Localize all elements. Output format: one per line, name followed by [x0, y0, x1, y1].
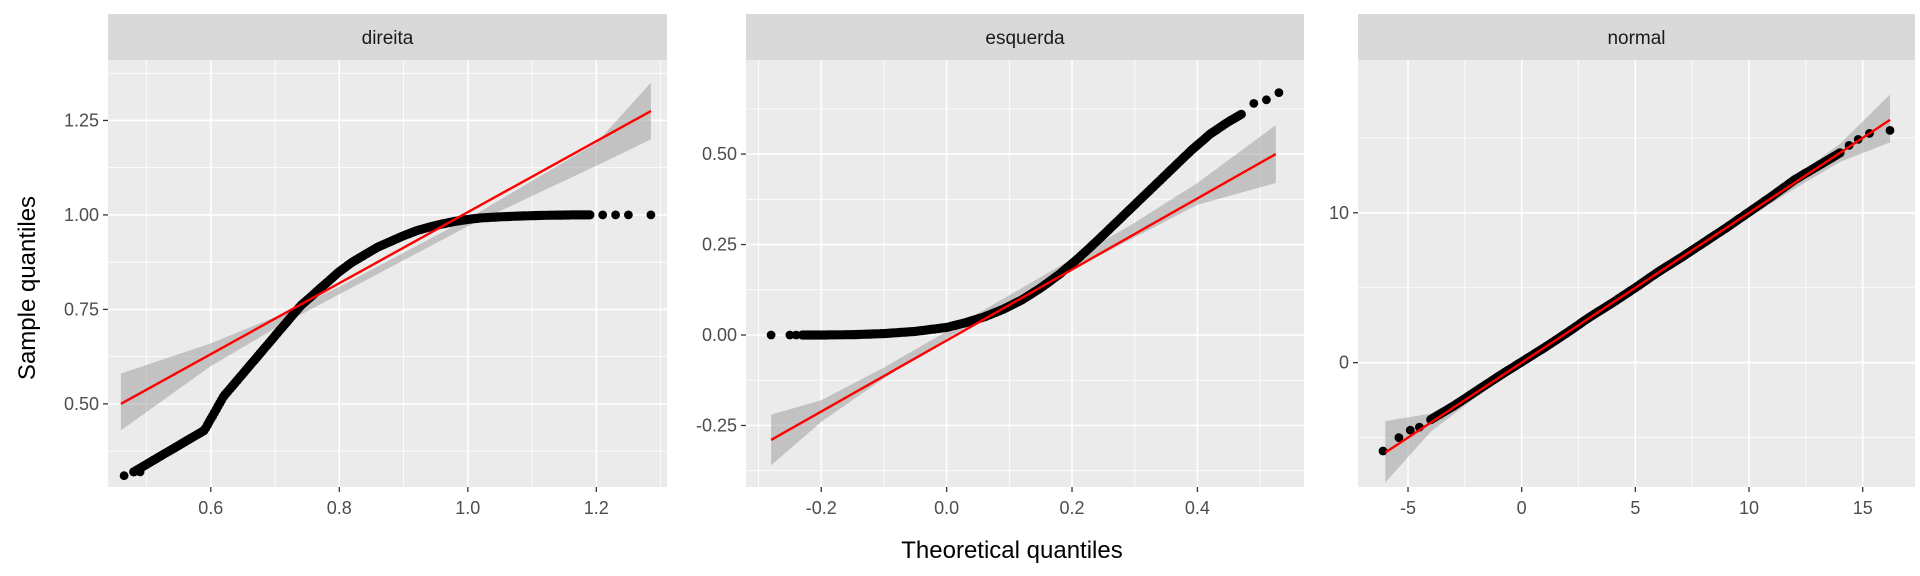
sample-point: [611, 210, 620, 220]
y-tick-label: 0.50: [64, 394, 99, 414]
sample-point: [1885, 125, 1895, 135]
sample-point: [1378, 446, 1388, 456]
y-tick-label: 0.75: [64, 299, 99, 319]
sample-point: [766, 330, 776, 340]
sample-point: [1394, 433, 1404, 442]
x-tick-label: 15: [1853, 498, 1873, 518]
sample-point: [148, 456, 158, 465]
y-tick-label: 0.50: [702, 144, 737, 164]
sample-point: [791, 330, 801, 340]
facet-strip: [746, 14, 1304, 60]
sample-point: [646, 210, 656, 220]
x-axis-title: Theoretical quantiles: [901, 537, 1122, 564]
y-tick-label: 1.00: [64, 205, 99, 225]
y-tick-label: 0: [1339, 353, 1349, 373]
reference-line: [1384, 118, 1891, 454]
x-tick-label: 10: [1739, 498, 1759, 518]
x-tick-label: 5: [1630, 498, 1640, 518]
sample-point: [624, 210, 633, 220]
x-tick-label: -0.2: [806, 498, 837, 518]
sample-point: [1405, 425, 1415, 435]
facet-panels: direita 0.6 0.8 1.0 1.2 0.50 0.75 1.00 1.25 esque…: [64, 14, 1915, 518]
y-tick-label: 0.25: [702, 235, 737, 255]
reference-line: [120, 109, 652, 405]
facet-strip: [108, 14, 667, 60]
sample-point: [598, 210, 608, 220]
sample-point: [119, 471, 129, 481]
sample-point: [1236, 109, 1246, 119]
sample-points: [119, 210, 656, 481]
sample-point: [585, 210, 595, 220]
x-tick-label: 0.6: [198, 498, 223, 518]
facet-panel-direita: direita 0.6 0.8 1.0 1.2 0.50 0.75 1.00 1.25: [64, 14, 667, 518]
facet-strip-label: direita: [362, 28, 414, 49]
panel-background: [108, 60, 667, 487]
sample-point: [785, 330, 795, 340]
x-tick-label: 1.2: [584, 498, 609, 518]
sample-point: [1262, 95, 1271, 105]
y-axis-title: Sample quantiles: [14, 196, 41, 380]
x-tick-label: 0.8: [327, 498, 352, 518]
facet-panel-normal: normal -5 0 5 10 15 0 10: [1329, 14, 1915, 518]
x-tick-label: 1.0: [455, 498, 480, 518]
y-tick-label: 10: [1329, 203, 1349, 223]
reference-line: [770, 153, 1277, 442]
facet-strip-label: normal: [1607, 28, 1665, 49]
x-tick-label: 0.2: [1060, 498, 1085, 518]
x-tick-label: 0.4: [1185, 498, 1210, 518]
facet-strip-label: esquerda: [985, 28, 1065, 49]
sample-point: [1249, 99, 1259, 108]
facet-panel-esquerda: esquerda -0.2 0.0 0.2 0.4 -0.25 0.00 0.25 0.50: [696, 14, 1304, 518]
x-tick-label: 0.0: [934, 498, 959, 518]
x-tick-label: 0: [1517, 498, 1527, 518]
facet-strip: [1358, 14, 1915, 60]
y-tick-label: 0.00: [702, 325, 737, 345]
sample-point: [135, 467, 145, 477]
sample-point: [1274, 88, 1284, 97]
x-tick-label: -5: [1400, 498, 1416, 518]
y-tick-label: 1.25: [64, 110, 99, 130]
y-tick-label: -0.25: [696, 415, 737, 435]
